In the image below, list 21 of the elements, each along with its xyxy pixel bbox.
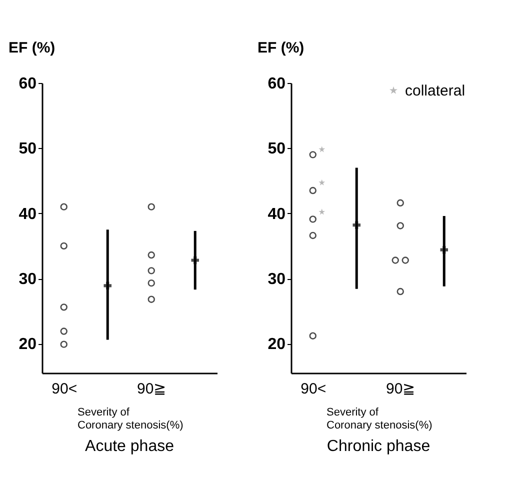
x-tick-label: 90< — [300, 380, 326, 398]
y-tick-label: 60 — [18, 76, 37, 92]
y-tick-label: 60 — [268, 76, 286, 92]
x-tick-label: 90≧ — [137, 380, 167, 398]
y-tick-label: 20 — [18, 336, 37, 354]
x-axis-title: Severity of Coronary stenosis(%) — [326, 406, 432, 432]
x-axis-title: Severity of Coronary stenosis(%) — [78, 406, 184, 432]
y-tick-label: 40 — [268, 206, 286, 223]
y-tick-label: 30 — [18, 271, 37, 288]
y-axis-title: EF (%) — [258, 40, 304, 56]
text: Chronic phase — [326, 438, 430, 455]
x-tick-label: 90< — [52, 380, 78, 398]
legend-label: collateral — [405, 82, 466, 100]
y-tick-label: 50 — [268, 140, 286, 158]
y-tick-label: 20 — [268, 336, 286, 354]
y-tick-label: 30 — [268, 271, 286, 288]
text: Acute phase — [85, 438, 174, 455]
y-axis-title: EF (%) — [8, 40, 56, 56]
y-tick-label: 40 — [18, 206, 37, 223]
x-tick-label: 90≧ — [386, 380, 416, 398]
y-tick-label: 50 — [18, 140, 37, 158]
